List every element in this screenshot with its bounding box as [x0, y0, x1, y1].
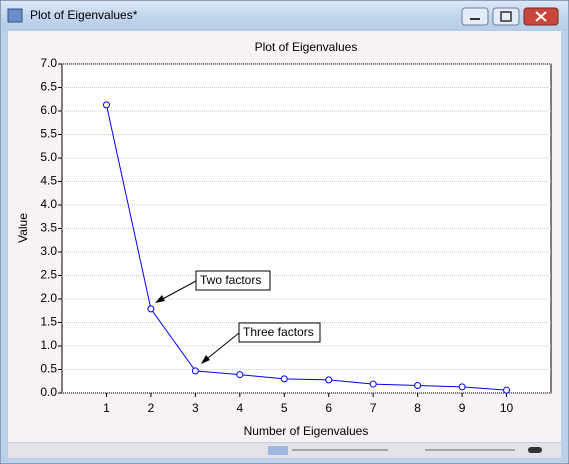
data-point — [369, 380, 377, 388]
x-tick-label: 7 — [370, 401, 377, 415]
data-point — [102, 101, 110, 109]
zoom-control[interactable] — [268, 446, 288, 455]
minimize-button[interactable] — [461, 7, 489, 26]
y-tick-label: 2.5 — [40, 268, 57, 282]
annotation-arrow — [202, 332, 240, 363]
x-axis-label: Number of Eigenvalues — [244, 424, 369, 438]
y-tick-label: 2.0 — [40, 291, 57, 305]
x-tick-label: 4 — [236, 401, 243, 415]
data-point — [191, 367, 199, 375]
y-tick-label: 1.5 — [40, 315, 57, 329]
y-axis-label: Value — [16, 213, 30, 243]
icon — [535, 11, 547, 22]
annotation: Three factors — [243, 325, 314, 339]
x-tick-label: 3 — [192, 401, 199, 415]
x-tick-label: 6 — [325, 401, 332, 415]
y-tick-label: 0.5 — [40, 362, 57, 376]
x-tick-label: 9 — [459, 401, 466, 415]
app-icon — [7, 8, 23, 23]
data-point — [325, 376, 333, 384]
y-tick-label: 1.0 — [40, 338, 57, 352]
y-tick-label: 3.5 — [40, 221, 57, 235]
y-tick-label: 5.0 — [40, 150, 57, 164]
x-tick-label: 1 — [103, 401, 110, 415]
data-line — [105, 104, 507, 391]
x-tick-label: 10 — [500, 401, 514, 415]
y-tick-label: 4.5 — [40, 174, 57, 188]
x-tick-label: 5 — [281, 401, 288, 415]
annotation-box — [238, 322, 321, 343]
y-tick-label: 5.5 — [40, 127, 57, 141]
y-tick-label: 6.5 — [40, 80, 57, 94]
arrow-head — [201, 355, 210, 364]
y-tick-label: 0.0 — [40, 385, 57, 399]
data-point — [280, 375, 288, 383]
data-point — [414, 381, 422, 389]
annotation: Two factors — [200, 273, 261, 287]
data-point — [147, 305, 155, 313]
x-tick-label: 8 — [414, 401, 421, 415]
data-point — [503, 386, 511, 394]
data-point — [236, 371, 244, 379]
icon — [470, 18, 480, 20]
icon — [500, 11, 512, 22]
annotation-box — [195, 270, 271, 291]
plot: 0.0 0.5 1.0 1.5 2.0 2.5 3.0 3.5 4.0 4.5 5.0 5.5 6.0 6… — [40, 56, 551, 415]
chart-title: Plot of Eigenvalues — [255, 40, 358, 54]
y-tick-label: 3.0 — [40, 244, 57, 258]
y-tick-label: 4.0 — [40, 197, 57, 211]
data-point — [458, 383, 466, 391]
y-tick-label: 6.0 — [40, 103, 57, 117]
toggle[interactable] — [528, 447, 542, 453]
y-tick-label: 7.0 — [40, 56, 57, 70]
restore-button[interactable] — [492, 7, 520, 26]
window-title: Plot of Eigenvalues* — [30, 8, 138, 22]
arrow-head — [155, 295, 165, 303]
x-tick-label: 2 — [148, 401, 155, 415]
